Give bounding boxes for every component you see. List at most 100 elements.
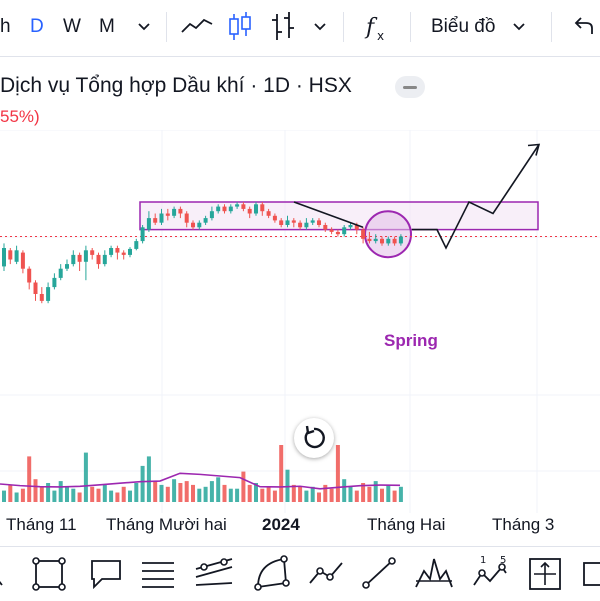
volume-bar bbox=[115, 492, 120, 502]
candle-body bbox=[272, 215, 277, 221]
candle-body bbox=[203, 218, 208, 223]
volume-bar bbox=[165, 486, 170, 502]
interval-d[interactable]: D bbox=[30, 16, 44, 37]
volume-bar bbox=[228, 488, 233, 502]
candle-body bbox=[209, 211, 214, 219]
candlestick-icon[interactable] bbox=[228, 10, 252, 44]
volume-bar bbox=[342, 479, 347, 502]
arrow-head-icon bbox=[527, 143, 541, 156]
chart-type-dropdown[interactable]: Biểu đồ bbox=[431, 16, 496, 37]
candle-body bbox=[342, 227, 347, 235]
time-axis[interactable]: Tháng 11 Tháng Mười hai 2024 Tháng Hai T… bbox=[0, 513, 600, 537]
volume-bar bbox=[58, 481, 63, 502]
candle-body bbox=[386, 238, 391, 244]
forecast-icon[interactable] bbox=[580, 553, 600, 593]
volume-ma-line bbox=[0, 472, 401, 490]
collapse-legend-button[interactable] bbox=[395, 76, 425, 98]
candle-body bbox=[285, 220, 290, 225]
volume-bar bbox=[52, 490, 57, 502]
candle-body bbox=[140, 227, 145, 242]
candle-body bbox=[90, 250, 95, 255]
candle-body bbox=[146, 218, 151, 230]
volume-bar bbox=[272, 490, 277, 502]
candle-body bbox=[398, 236, 403, 244]
interval-m[interactable]: M bbox=[99, 16, 115, 37]
volume-bar bbox=[27, 456, 32, 502]
candle-body bbox=[310, 220, 315, 223]
volume-bar bbox=[134, 483, 139, 502]
interval-h[interactable]: h bbox=[0, 16, 11, 37]
candle-body bbox=[380, 238, 384, 244]
volume-bar bbox=[354, 490, 359, 502]
volume-bar bbox=[146, 456, 151, 502]
candle-body bbox=[96, 254, 101, 265]
candle-body bbox=[329, 229, 334, 232]
range-box bbox=[139, 201, 539, 231]
bar-chart-icon[interactable] bbox=[270, 10, 296, 44]
fib-channel-icon[interactable] bbox=[194, 553, 234, 593]
volume-bar bbox=[159, 484, 164, 502]
toolbar-divider bbox=[166, 12, 167, 42]
chevron-down-icon[interactable] bbox=[313, 20, 327, 34]
spring-circle bbox=[364, 210, 412, 259]
interval-w[interactable]: W bbox=[63, 16, 81, 37]
rectangle-icon[interactable] bbox=[32, 553, 68, 593]
volume-bar bbox=[203, 486, 208, 502]
callout-icon[interactable] bbox=[88, 553, 124, 593]
measure-icon[interactable] bbox=[526, 553, 566, 593]
lines-icon[interactable] bbox=[140, 553, 176, 593]
volume-bar bbox=[222, 484, 227, 502]
crosshair-icon[interactable] bbox=[0, 553, 12, 593]
volume-bar bbox=[197, 488, 202, 502]
chevron-down-icon[interactable] bbox=[137, 20, 151, 34]
candle-body bbox=[134, 241, 139, 249]
volume-bar bbox=[209, 481, 214, 502]
candle-body bbox=[222, 206, 227, 212]
volume-bar bbox=[109, 490, 114, 502]
candle-body bbox=[228, 206, 233, 212]
candle-body bbox=[254, 204, 258, 214]
volume-bar bbox=[216, 477, 221, 502]
x-tick-label: Tháng 3 bbox=[492, 515, 555, 534]
volume-bar bbox=[172, 479, 177, 502]
candle-body bbox=[128, 248, 132, 255]
volume-bar bbox=[398, 486, 403, 502]
volume-bar bbox=[102, 484, 107, 502]
candle-body bbox=[197, 222, 202, 228]
price-change-percent: 55%) bbox=[0, 107, 40, 126]
x-tick-label: Tháng Hai bbox=[367, 515, 446, 534]
volume-bar bbox=[335, 445, 340, 502]
x-tick-label: Tháng 11 bbox=[6, 515, 77, 534]
candle-body bbox=[121, 252, 126, 255]
line-chart-icon[interactable] bbox=[180, 14, 214, 38]
head-shoulders-icon[interactable] bbox=[414, 553, 454, 593]
arc-icon[interactable] bbox=[252, 553, 292, 593]
pattern-icon[interactable] bbox=[306, 553, 346, 593]
volume-bar bbox=[260, 488, 265, 502]
volume-bar bbox=[392, 490, 397, 502]
volume-bar bbox=[254, 483, 258, 502]
volume-bar bbox=[235, 488, 240, 502]
trend-line-icon[interactable] bbox=[360, 553, 400, 593]
candle-body bbox=[323, 225, 328, 230]
svg-text:x: x bbox=[377, 29, 384, 43]
candle-body bbox=[14, 250, 19, 262]
volume-bar bbox=[386, 484, 391, 502]
reset-chart-button[interactable] bbox=[294, 418, 334, 458]
price-chart[interactable] bbox=[0, 130, 600, 513]
undo-icon[interactable] bbox=[572, 16, 596, 38]
indicators-icon[interactable]: f x bbox=[364, 12, 392, 44]
volume-bar bbox=[96, 488, 101, 502]
candle-body bbox=[260, 204, 265, 212]
candle-body bbox=[8, 250, 13, 260]
volume-bar bbox=[329, 488, 334, 502]
candle-body bbox=[165, 213, 170, 216]
candle-body bbox=[58, 268, 63, 278]
volume-bar bbox=[140, 465, 145, 502]
candle-body bbox=[392, 238, 397, 244]
candle-body bbox=[291, 220, 296, 223]
volume-bar bbox=[241, 471, 246, 502]
chevron-down-icon[interactable] bbox=[512, 20, 526, 34]
